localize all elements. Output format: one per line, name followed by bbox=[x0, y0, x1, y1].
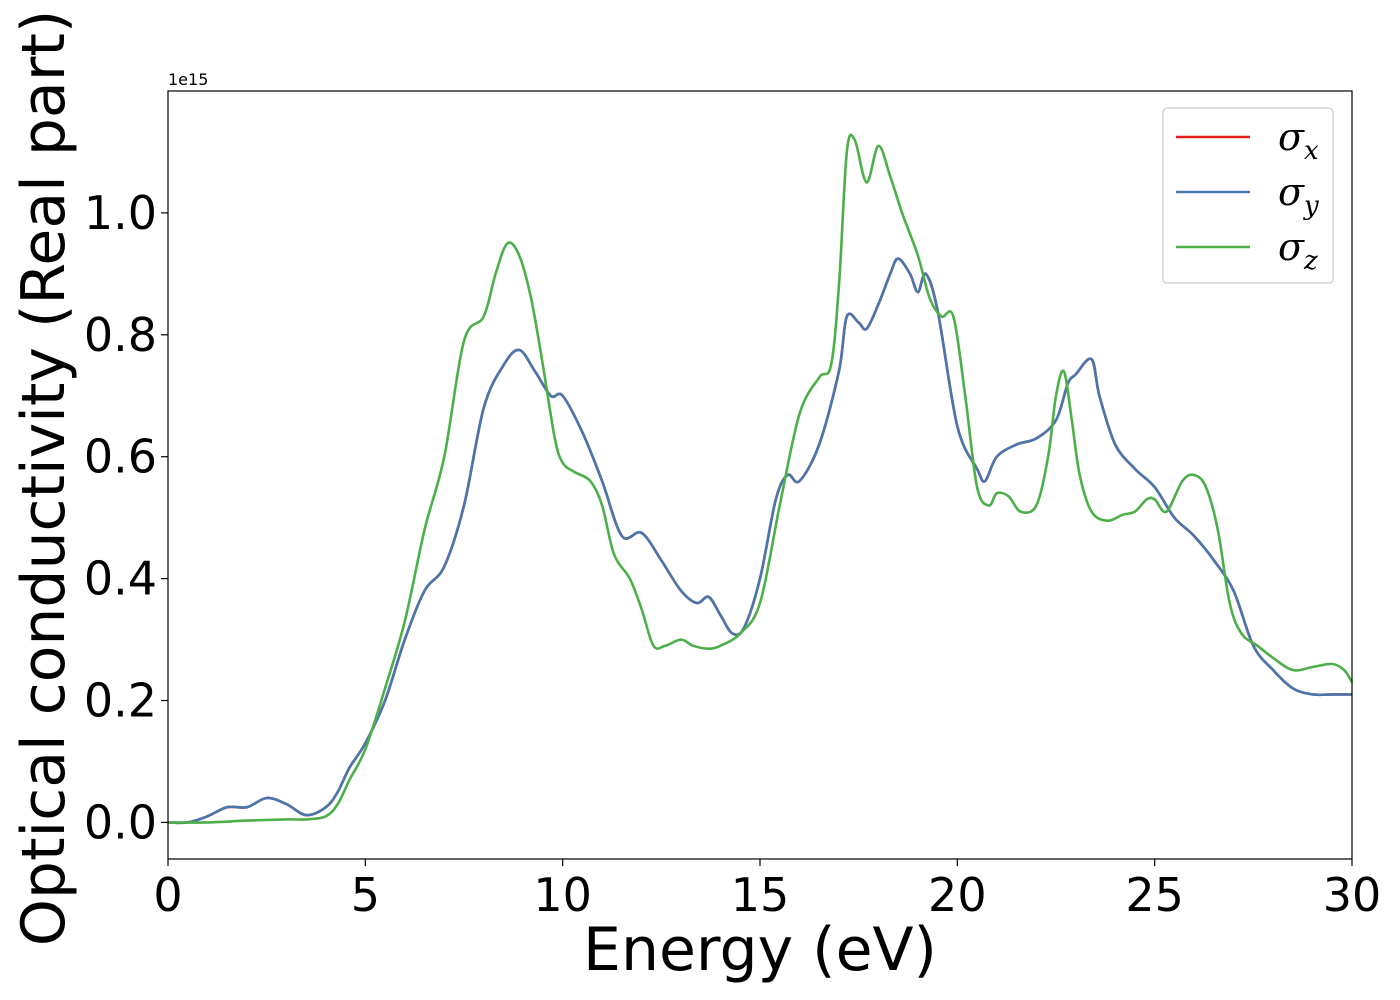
series-line-z bbox=[167, 133, 1354, 824]
x-tick-label: 0 bbox=[153, 868, 182, 922]
series-line-y bbox=[167, 257, 1352, 825]
legend-box bbox=[1162, 107, 1334, 284]
y-ticks: 0.0 0.2 0.4 0.6 0.8 1.0 bbox=[84, 186, 168, 849]
x-tick-label: 10 bbox=[533, 868, 592, 922]
y-tick-label: 1.0 bbox=[84, 186, 157, 240]
x-tick-label: 20 bbox=[928, 868, 987, 922]
x-ticks: 0 5 10 15 20 25 30 bbox=[153, 859, 1381, 922]
x-tick-label: 30 bbox=[1323, 868, 1382, 922]
y-tick-label: 0.6 bbox=[84, 430, 157, 484]
y-tick-label: 0.2 bbox=[84, 674, 157, 728]
y-offset-label: 1e15 bbox=[168, 70, 208, 89]
x-tick-label: 25 bbox=[1125, 868, 1184, 922]
x-axis-title: Energy (eV) bbox=[583, 915, 937, 985]
x-tick-label: 5 bbox=[351, 868, 380, 922]
y-axis-title: Optical conductivity (Real part) bbox=[9, 10, 79, 947]
x-tick-label: 15 bbox=[731, 868, 790, 922]
series-layer bbox=[167, 133, 1354, 825]
y-tick-label: 0.8 bbox=[84, 308, 157, 362]
y-tick-label: 0.4 bbox=[84, 552, 157, 606]
y-tick-label: 0.0 bbox=[84, 795, 157, 849]
